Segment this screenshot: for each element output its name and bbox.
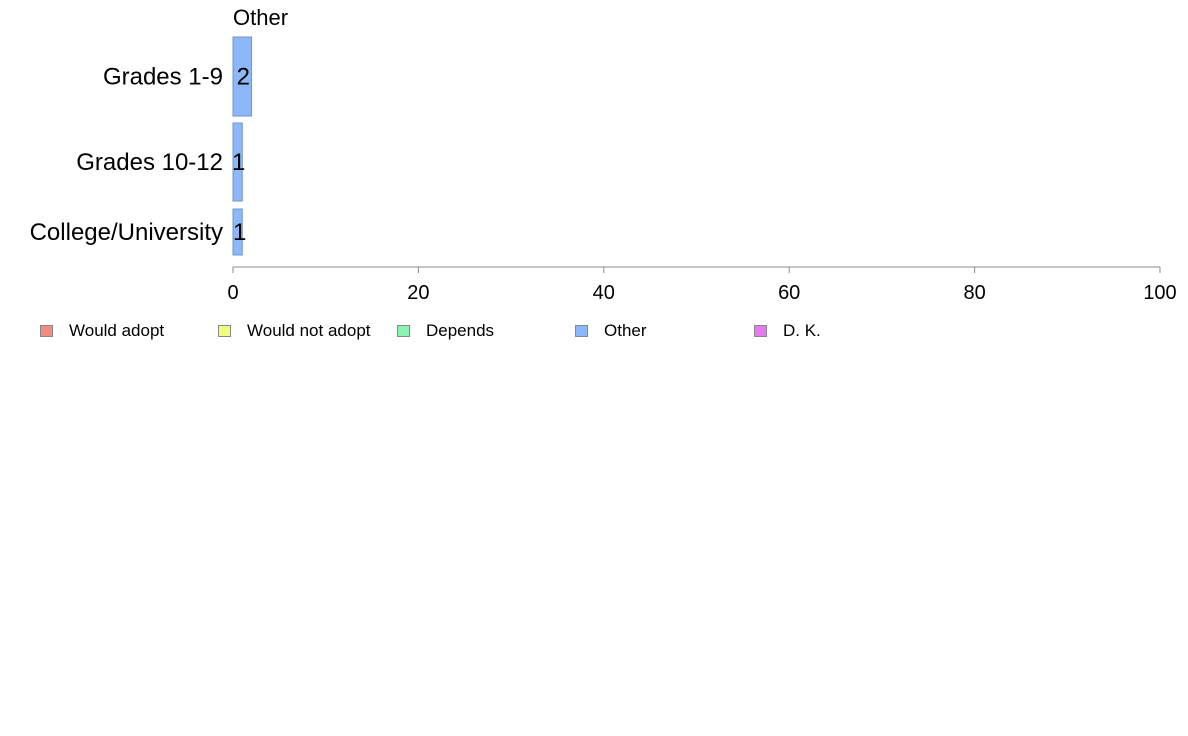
legend-swatch bbox=[218, 325, 231, 337]
x-axis: 0 20 40 60 80 100 bbox=[227, 266, 1177, 304]
legend-swatch bbox=[754, 325, 767, 337]
legend: Would adopt Would not adopt Depends Other D.… bbox=[40, 320, 940, 342]
legend-label: Would not adopt bbox=[247, 321, 371, 340]
legend-item: Other bbox=[575, 320, 647, 342]
bar-value-label: 2 bbox=[237, 64, 250, 91]
bar bbox=[232, 122, 243, 202]
bar bbox=[232, 208, 243, 256]
bar-value-label: 1 bbox=[233, 219, 246, 246]
category-label: College/University bbox=[30, 219, 223, 246]
category-label: Grades 10-12 bbox=[76, 149, 223, 176]
bar-value-label: 1 bbox=[232, 149, 245, 176]
legend-item: Would not adopt bbox=[218, 320, 371, 342]
x-tick-label: 0 bbox=[227, 282, 238, 304]
legend-label: Depends bbox=[426, 321, 495, 340]
bar bbox=[232, 36, 253, 117]
x-tick-label: 100 bbox=[1143, 282, 1176, 304]
legend-swatch bbox=[575, 325, 588, 337]
bars-group: 2 1 1 bbox=[232, 36, 253, 256]
legend-item: Would adopt bbox=[40, 320, 164, 342]
legend-item: D. K. bbox=[754, 320, 821, 342]
legend-item: Depends bbox=[397, 320, 494, 342]
category-label: Grades 1-9 bbox=[103, 64, 223, 91]
category-labels: Grades 1-9 Grades 10-12 College/University bbox=[30, 64, 223, 247]
legend-label: Other bbox=[604, 321, 647, 340]
x-tick-label: 60 bbox=[778, 282, 800, 304]
legend-label: D. K. bbox=[783, 321, 821, 340]
x-tick-label: 80 bbox=[963, 282, 985, 304]
x-tick-label: 20 bbox=[407, 282, 429, 304]
legend-swatch bbox=[397, 325, 410, 337]
panel-title: Other bbox=[233, 5, 288, 30]
legend-swatch bbox=[40, 325, 53, 337]
legend-label: Would adopt bbox=[69, 321, 165, 340]
x-tick-label: 40 bbox=[593, 282, 615, 304]
